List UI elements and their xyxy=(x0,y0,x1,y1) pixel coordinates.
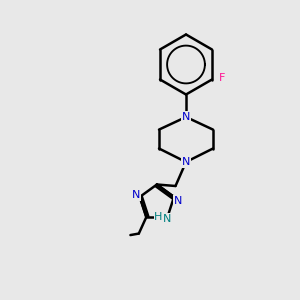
Text: N: N xyxy=(132,190,140,200)
Text: H: H xyxy=(154,212,163,222)
Text: N: N xyxy=(182,112,190,122)
Text: F: F xyxy=(219,73,226,83)
Text: N: N xyxy=(173,196,182,206)
Text: N: N xyxy=(182,157,190,167)
Text: N: N xyxy=(163,214,172,224)
